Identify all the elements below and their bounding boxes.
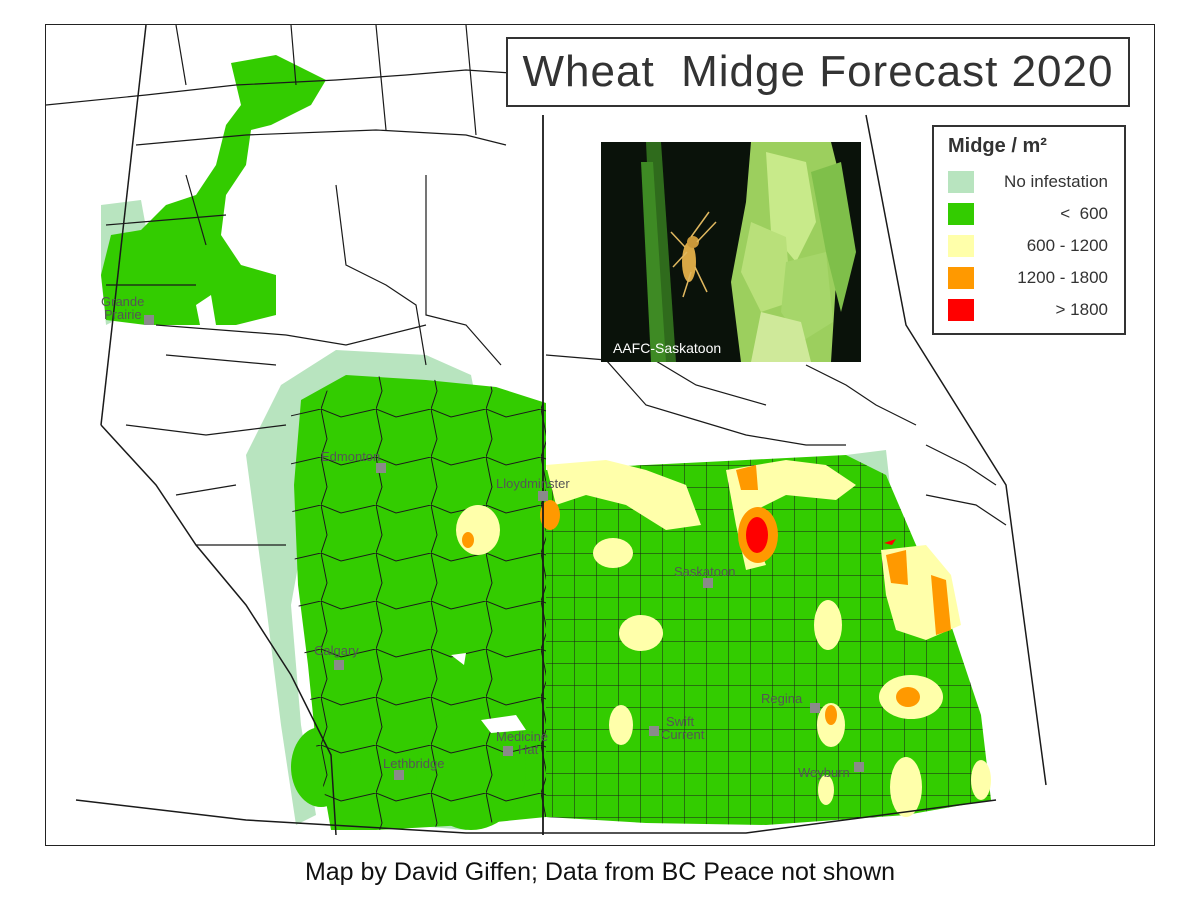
midge-photo: AAFC-Saskatoon	[601, 142, 861, 362]
city-marker-saskatoon	[703, 578, 713, 588]
city-label-edmonton: Edmonton	[321, 449, 380, 464]
legend-item-over-1800: > 1800	[944, 294, 1114, 326]
legend-label-600-1200: 600 - 1200	[1026, 236, 1108, 255]
city-label-medicine-hat-2: Hat	[518, 742, 539, 757]
city-label-lloydminster: Lloydminster	[496, 476, 570, 491]
legend-label-1200-1800: 1200 - 1800	[1017, 268, 1108, 287]
legend-swatch-over-1800	[948, 299, 974, 321]
us-border	[75, 799, 997, 834]
prairie-map: Grande Prairie Edmonton Lloydminster Sas…	[46, 25, 1047, 836]
map-frame: Grande Prairie Edmonton Lloydminster Sas…	[45, 24, 1155, 846]
city-label-calgary: Calgary	[314, 643, 359, 658]
legend-item-1200-1800: 1200 - 1800	[944, 262, 1114, 294]
photo-credit: AAFC-Saskatoon	[613, 340, 722, 356]
legend-item-under-600: < 600	[944, 198, 1114, 230]
legend-swatch-no-infestation	[948, 171, 974, 193]
bc-border-north	[100, 25, 147, 426]
severe-infestation-areas	[746, 517, 896, 553]
city-label-saskatoon: Saskatoon	[674, 564, 735, 579]
city-marker-weyburn	[854, 762, 864, 772]
uninfested-gaps	[196, 295, 526, 733]
city-label-regina: Regina	[761, 691, 803, 706]
legend-item-600-1200: 600 - 1200	[944, 230, 1114, 262]
city-marker-calgary	[334, 660, 344, 670]
map-title: Wheat Midge Forecast 2020	[522, 47, 1114, 96]
city-label-swift-current-2: Current	[661, 727, 705, 742]
map-title-box: Wheat Midge Forecast 2020	[506, 37, 1130, 107]
midge-on-wheat-photo-icon	[601, 142, 861, 362]
map-caption: Map by David Giffen; Data from BC Peace …	[304, 858, 896, 886]
legend-label-no-infestation: No infestation	[1004, 172, 1108, 191]
rockies-border	[100, 424, 337, 836]
city-marker-edmonton	[376, 463, 386, 473]
saskatchewan-rm-grid	[546, 455, 991, 825]
legend-swatch-600-1200	[948, 235, 974, 257]
legend: Midge / m² No infestation < 600 600 - 12…	[932, 125, 1126, 335]
city-marker-regina	[810, 703, 820, 713]
city-markers: Grande Prairie Edmonton Lloydminster Sas…	[101, 294, 864, 780]
legend-swatch-1200-1800	[948, 267, 974, 289]
city-marker-grande-prairie	[144, 315, 154, 325]
city-label-medicine-hat-1: Medicine	[496, 729, 548, 744]
boundaries	[46, 25, 1047, 836]
city-marker-swift-current	[649, 726, 659, 736]
sk-mb-border	[865, 114, 1047, 786]
legend-label-under-600: < 600	[1060, 204, 1108, 223]
city-label-swift-current-1: Swift	[666, 714, 695, 729]
city-label-grande-prairie-1: Grande	[101, 294, 144, 309]
city-label-lethbridge: Lethbridge	[383, 756, 444, 771]
city-marker-lethbridge	[394, 770, 404, 780]
legend-item-no-infestation: No infestation	[944, 166, 1114, 198]
legend-title: Midge / m²	[948, 135, 1047, 157]
legend-swatch-under-600	[948, 203, 974, 225]
city-label-weyburn: Weyburn	[798, 765, 850, 780]
city-marker-medicine-hat	[503, 746, 513, 756]
legend-label-over-1800: > 1800	[1055, 300, 1108, 319]
city-marker-lloydminster	[538, 491, 548, 501]
city-label-grande-prairie-2: Prairie	[104, 307, 142, 322]
